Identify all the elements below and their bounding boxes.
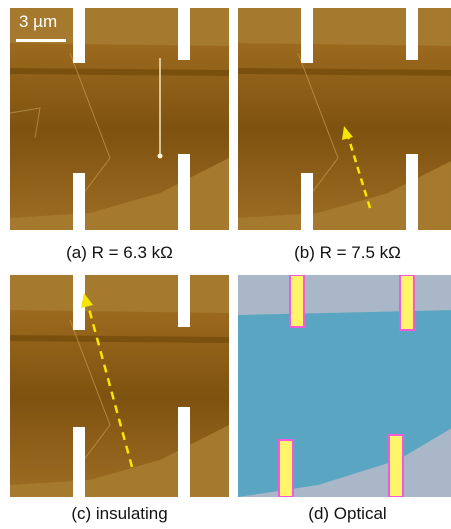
crack-arrow-head: [81, 293, 93, 308]
contact-bottom-right: [178, 154, 190, 230]
contact-bottom-left: [73, 173, 85, 230]
caption-d: (d) Optical: [308, 504, 387, 523]
afm-panel-a: [10, 8, 229, 230]
contact-bottom-left: [301, 173, 313, 230]
caption-a: (a) R = 6.3 kΩ: [66, 243, 173, 262]
afm-panel-b: [238, 8, 451, 230]
scale-bar: [16, 39, 66, 42]
contact-top-left: [301, 8, 313, 63]
caption-c: (c) insulating: [71, 504, 168, 523]
contact-bottom-right: [406, 154, 418, 230]
afm-panel-c: [10, 275, 229, 497]
optical-contact-bottom-right: [388, 434, 404, 497]
crack-arrow-head: [342, 126, 353, 140]
graphene-flake: [10, 310, 229, 485]
optical-contact-bottom-left: [278, 439, 294, 497]
optical-contact-top-left: [289, 275, 305, 328]
contact-top-right: [178, 8, 190, 60]
afm-image-c: [10, 275, 229, 497]
caption-b: (b) R = 7.5 kΩ: [294, 243, 401, 262]
contact-top-left: [73, 275, 85, 330]
optical-contact-top-right: [399, 275, 415, 331]
optical-panel-d: [238, 275, 451, 497]
afm-image-a: [10, 8, 229, 230]
contact-top-right: [406, 8, 418, 60]
crack-arrow-line: [346, 135, 372, 209]
afm-image-b: [238, 8, 451, 230]
contact-top-left: [73, 8, 85, 63]
scale-bar-label: 3 µm: [19, 12, 58, 31]
contact-bottom-left: [73, 427, 85, 497]
optical-image-d: [238, 275, 451, 497]
graphene-flake: [10, 43, 229, 218]
contact-top-right: [178, 275, 190, 327]
contact-bottom-right: [178, 407, 190, 497]
